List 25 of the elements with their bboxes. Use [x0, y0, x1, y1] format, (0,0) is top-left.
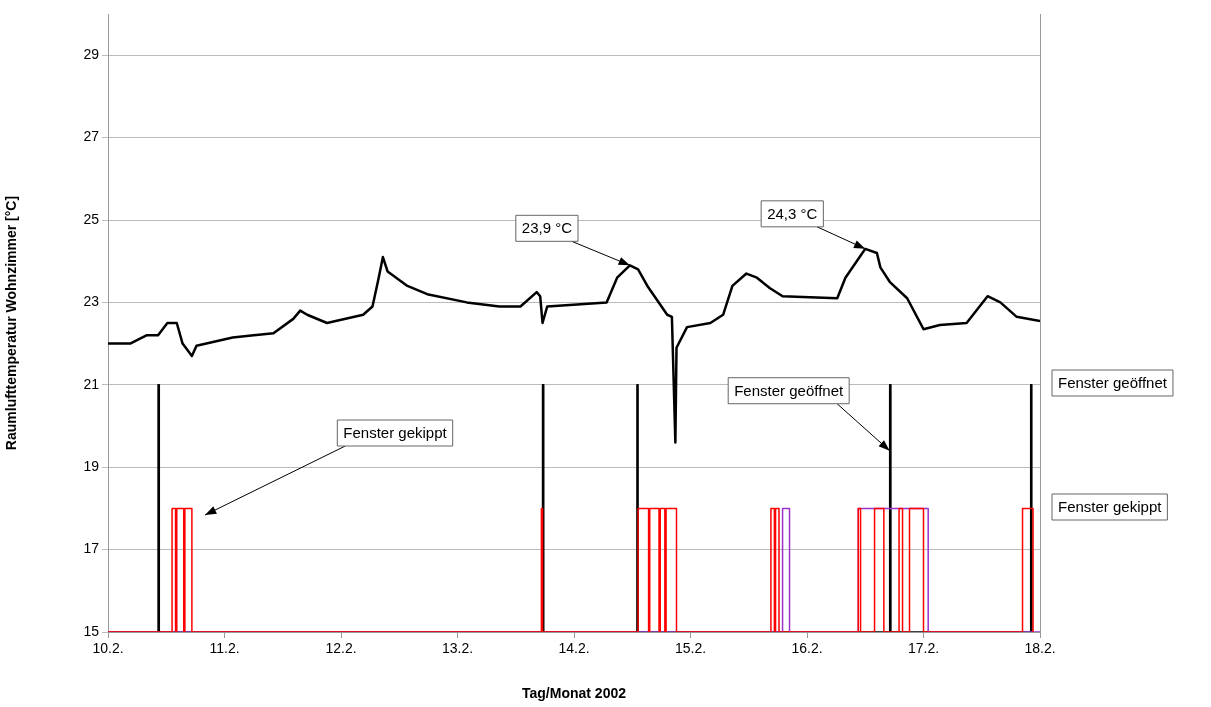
annotation: Fenster gekippt	[343, 424, 448, 442]
y-tick-label: 29	[83, 46, 100, 63]
x-tick-label: 11.2.	[209, 640, 240, 657]
y-tick-label: 19	[83, 458, 100, 475]
y-tick-label: 23	[83, 293, 100, 310]
y-tick-label: 21	[83, 375, 100, 392]
y-axis-title: Raumlufttemperatur Wohnzimmer [°C]	[3, 195, 20, 451]
y-tick-label: 15	[83, 622, 100, 639]
x-axis-title: Tag/Monat 2002	[522, 685, 627, 702]
y-tick-label: 17	[83, 540, 100, 557]
text: Fenster gekippt	[1058, 498, 1163, 516]
x-tick-label: 14.2.	[558, 640, 590, 657]
y-tick-label: 27	[83, 128, 100, 145]
annotation: Fenster geöffnet	[734, 381, 844, 399]
x-tick-label: 15.2.	[674, 640, 707, 657]
y-tick-label: 25	[83, 210, 100, 227]
annotation: 23,9 °C	[521, 219, 573, 237]
x-tick-label: 17.2.	[907, 640, 940, 657]
x-tick-label: 18.2.	[1024, 640, 1056, 657]
x-tick-label: 13.2.	[441, 640, 474, 657]
x-tick-label: 10.2.	[92, 640, 124, 657]
text: Fenster geöffnet	[1058, 374, 1168, 392]
x-tick-label: 16.2.	[791, 640, 823, 657]
x-tick-label: 12.2.	[325, 640, 357, 657]
annotation: 24,3 °C	[767, 204, 818, 222]
